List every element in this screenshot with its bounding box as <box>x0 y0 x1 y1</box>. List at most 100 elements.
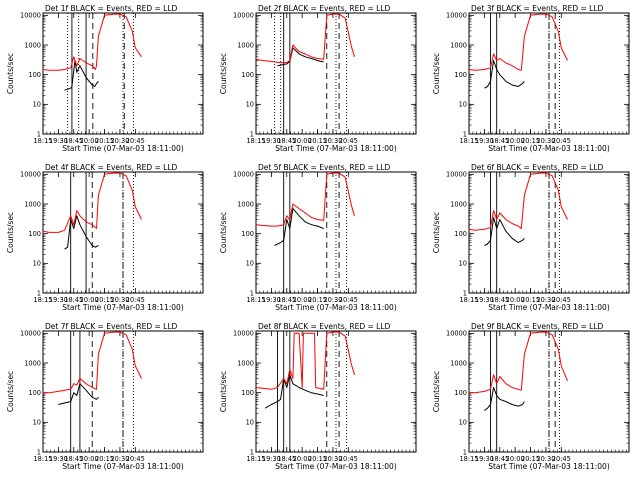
series-line-events <box>64 215 99 250</box>
series-line-lld <box>469 172 568 231</box>
y-tick-label: 1000 <box>237 200 254 208</box>
y-tick-label: 10 <box>33 419 41 427</box>
x-tick-label: 20:45 <box>339 455 358 463</box>
y-axis-label: Counts/sec <box>6 53 15 94</box>
x-tick-label: 20:15 <box>95 137 114 145</box>
x-tick-label: 20:00 <box>80 455 99 463</box>
y-tick-label: 1 <box>37 289 41 297</box>
x-tick-label: 18:15 <box>246 137 265 145</box>
x-tick-label: 18:45 <box>64 137 83 145</box>
x-tick-label: 20:00 <box>80 296 99 304</box>
panel-title: Det 9f BLACK = Events, RED = LLD <box>471 322 604 331</box>
x-tick-label: 18:15 <box>246 455 265 463</box>
series-group <box>256 13 355 67</box>
series-group <box>43 13 142 91</box>
x-tick-label: 20:30 <box>536 455 555 463</box>
x-tick-label: 20:15 <box>308 137 327 145</box>
series-line-events <box>277 47 324 67</box>
series-line-events <box>484 217 525 246</box>
series-line-lld <box>469 13 568 71</box>
x-tick-label: 20:45 <box>552 137 571 145</box>
x-tick-label: 20:45 <box>126 137 145 145</box>
y-axis-label: Counts/sec <box>219 53 228 94</box>
y-tick-label: 100 <box>241 71 254 79</box>
x-tick-label: 18:45 <box>490 137 509 145</box>
y-tick-label: 10000 <box>20 330 41 338</box>
x-tick-label: 20:00 <box>506 137 525 145</box>
panel-det-7: Det 7f BLACK = Events, RED = LLD 1 10 100 10… <box>6 322 204 471</box>
y-tick-label: 100 <box>241 230 254 238</box>
x-axis-label: Start Time (07-Mar-03 18:11:00) <box>275 462 397 471</box>
marker-lines <box>70 331 134 452</box>
x-tick-label: 18:45 <box>490 455 509 463</box>
x-tick-label: 19:30 <box>262 296 281 304</box>
series-group <box>43 331 142 405</box>
x-tick-label: 19:30 <box>475 137 494 145</box>
y-tick-label: 10 <box>459 260 467 268</box>
y-tick-label: 1 <box>463 448 467 456</box>
x-tick-label: 20:30 <box>536 137 555 145</box>
x-tick-label: 18:45 <box>490 296 509 304</box>
marker-lines <box>274 13 347 134</box>
series-line-events <box>58 383 99 405</box>
x-tick-label: 19:30 <box>49 137 68 145</box>
series-line-events <box>64 60 99 91</box>
x-tick-label: 20:30 <box>110 296 129 304</box>
y-tick-label: 10000 <box>20 12 41 20</box>
x-tick-label: 20:00 <box>506 455 525 463</box>
x-tick-label: 20:45 <box>126 296 145 304</box>
x-tick-label: 19:30 <box>475 296 494 304</box>
x-tick-label: 20:15 <box>95 296 114 304</box>
y-tick-label: 1 <box>250 448 254 456</box>
panel-title: Det 7f BLACK = Events, RED = LLD <box>45 322 178 331</box>
x-tick-label: 20:00 <box>506 296 525 304</box>
x-axis-label: Start Time (07-Mar-03 18:11:00) <box>62 144 184 153</box>
panel-title: Det 4f BLACK = Events, RED = LLD <box>45 163 178 172</box>
x-tick-label: 20:15 <box>95 455 114 463</box>
y-tick-label: 10 <box>33 260 41 268</box>
series-group <box>469 331 568 411</box>
y-tick-label: 10 <box>33 101 41 109</box>
series-line-events <box>264 374 324 409</box>
x-tick-label: 18:45 <box>64 455 83 463</box>
x-tick-label: 20:30 <box>536 296 555 304</box>
y-tick-label: 1000 <box>24 359 41 367</box>
marker-lines <box>67 13 134 134</box>
panel-title: Det 6f BLACK = Events, RED = LLD <box>471 163 604 172</box>
x-tick-label: 20:00 <box>80 137 99 145</box>
x-tick-label: 20:15 <box>308 296 327 304</box>
series-group <box>469 172 568 246</box>
x-tick-label: 20:15 <box>521 455 540 463</box>
x-tick-label: 20:00 <box>293 455 312 463</box>
x-tick-label: 20:45 <box>552 455 571 463</box>
x-tick-label: 18:15 <box>33 455 52 463</box>
y-tick-label: 1 <box>463 289 467 297</box>
y-axis-label: Counts/sec <box>6 212 15 253</box>
panel-title: Det 3f BLACK = Events, RED = LLD <box>471 4 604 13</box>
panel-title: Det 5f BLACK = Events, RED = LLD <box>258 163 391 172</box>
x-tick-label: 20:15 <box>521 296 540 304</box>
y-tick-label: 100 <box>454 389 467 397</box>
y-tick-label: 1000 <box>450 359 467 367</box>
y-tick-label: 10 <box>246 101 254 109</box>
series-line-events <box>274 208 324 246</box>
y-tick-label: 1000 <box>237 359 254 367</box>
marker-lines <box>490 172 560 293</box>
panel-det-8: Det 8f BLACK = Events, RED = LLD 1 10 100 10… <box>219 322 417 471</box>
y-tick-label: 10000 <box>233 171 254 179</box>
x-tick-label: 20:45 <box>339 137 358 145</box>
x-axis-label: Start Time (07-Mar-03 18:11:00) <box>488 303 610 312</box>
x-tick-label: 19:30 <box>262 137 281 145</box>
series-line-events <box>484 60 525 89</box>
series-line-lld <box>256 172 355 227</box>
x-axis-label: Start Time (07-Mar-03 18:11:00) <box>62 303 184 312</box>
x-tick-label: 18:15 <box>459 455 478 463</box>
panel-det-2: Det 2f BLACK = Events, RED = LLD 1 10 100 10… <box>219 4 417 153</box>
x-tick-label: 18:15 <box>33 137 52 145</box>
y-tick-label: 100 <box>454 71 467 79</box>
x-tick-label: 18:45 <box>64 296 83 304</box>
y-axis-label: Counts/sec <box>432 212 441 253</box>
y-tick-label: 10000 <box>233 12 254 20</box>
y-tick-label: 10000 <box>446 171 467 179</box>
x-axis-label: Start Time (07-Mar-03 18:11:00) <box>488 144 610 153</box>
